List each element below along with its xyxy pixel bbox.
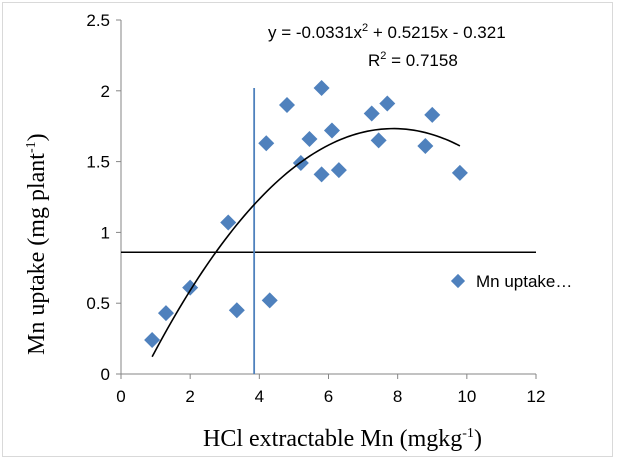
r-squared-label: R2 = 0.7158 [368, 50, 458, 70]
trendline-equation: y = -0.0331x2 + 0.5215x - 0.321 [268, 22, 506, 42]
y-tick-label: 1 [101, 223, 110, 242]
data-point [258, 135, 275, 152]
data-point [370, 132, 387, 149]
data-point [301, 130, 318, 147]
data-point [379, 95, 396, 112]
legend-marker [450, 273, 466, 289]
x-axis-title: HCl extractable Mn (mgkg-1) [203, 426, 482, 452]
data-point [144, 332, 161, 349]
data-point [313, 166, 330, 183]
chart-frame [2, 2, 613, 457]
y-tick-label: 0 [101, 365, 110, 384]
x-tick-label: 8 [393, 387, 402, 406]
y-tick-label: 1.5 [86, 153, 110, 172]
data-point [424, 106, 441, 123]
data-point [313, 79, 330, 96]
y-tick-label: 0.5 [86, 294, 110, 313]
data-point [323, 122, 340, 139]
data-point [228, 302, 245, 319]
y-tick-label: 2.5 [86, 11, 110, 30]
x-tick-label: 10 [457, 387, 476, 406]
legend-label: Mn uptake… [476, 272, 572, 291]
x-tick-label: 12 [527, 387, 546, 406]
data-point [220, 214, 237, 231]
x-tick-label: 4 [255, 387, 264, 406]
x-tick-label: 0 [116, 387, 125, 406]
y-axis-title: Mn uptake (mg plant-1) [24, 133, 50, 355]
data-point [279, 96, 295, 113]
data-point [451, 164, 468, 181]
trendline [151, 127, 461, 358]
x-tick-label: 6 [324, 387, 333, 406]
data-point [363, 105, 380, 122]
data-point [157, 305, 174, 322]
y-tick-label: 2 [101, 82, 110, 101]
legend: Mn uptake… [450, 272, 572, 291]
data-point [330, 162, 347, 179]
data-point [417, 138, 434, 155]
data-point [261, 292, 278, 309]
x-tick-label: 2 [185, 387, 194, 406]
